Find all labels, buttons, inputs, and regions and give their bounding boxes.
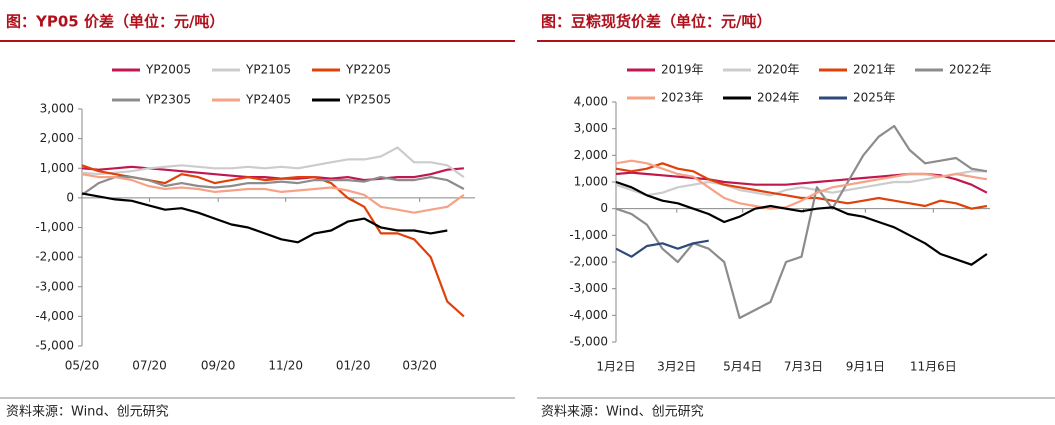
legend-label: YP2505 <box>345 93 391 107</box>
y-tick-label: 0 <box>66 190 74 204</box>
legend-label: 2025年 <box>853 91 896 105</box>
y-tick-label: -2,000 <box>35 250 74 264</box>
legend-label: 2019年 <box>661 63 704 77</box>
y-tick-label: 3,000 <box>40 102 74 116</box>
series-line <box>81 176 465 196</box>
x-tick-label: 1月2日 <box>596 360 635 374</box>
y-tick-label: -2,000 <box>569 255 608 269</box>
legend-label: 2023年 <box>661 91 704 105</box>
legend-label: YP2305 <box>145 93 191 107</box>
series-line <box>615 170 987 197</box>
series-line <box>615 159 988 210</box>
y-tick-label: -1,000 <box>569 228 608 242</box>
y-tick-label: 4,000 <box>574 95 608 109</box>
x-tick-label: 09/20 <box>201 359 236 373</box>
y-tick-label: -4,000 <box>35 309 74 323</box>
series-line <box>81 146 465 178</box>
chart-title: 图：YP05 价差（单位：元/吨） <box>6 13 224 31</box>
y-tick-label: 1,000 <box>574 175 608 189</box>
series-line <box>81 164 465 318</box>
series-line <box>615 180 988 266</box>
x-tick-label: 5月4日 <box>723 360 762 374</box>
legend-label: YP2005 <box>145 63 191 77</box>
y-tick-label: -3,000 <box>569 281 608 295</box>
y-tick-label: -1,000 <box>35 220 74 234</box>
y-tick-label: -3,000 <box>35 279 74 293</box>
series-line <box>615 239 709 258</box>
legend-label: 2020年 <box>757 63 800 77</box>
x-tick-label: 01/20 <box>336 359 371 373</box>
x-tick-label: 03/20 <box>402 359 437 373</box>
series-line <box>81 173 465 214</box>
chart-title: 图：豆粽现货价差（单位：元/吨） <box>541 13 771 31</box>
source: 资料来源：Wind、创元研究 <box>6 405 169 420</box>
legend-label: YP2205 <box>345 63 391 77</box>
y-tick-label: -5,000 <box>35 339 74 353</box>
x-tick-label: 11/20 <box>268 359 303 373</box>
source: 资料来源：Wind、创元研究 <box>541 405 704 420</box>
y-tick-label: -4,000 <box>569 308 608 322</box>
x-tick-label: 05/20 <box>65 359 100 373</box>
x-tick-label: 3月2日 <box>657 360 696 374</box>
y-tick-label: -5,000 <box>569 335 608 349</box>
x-tick-label: 07/20 <box>132 359 167 373</box>
y-tick-label: 0 <box>600 201 608 215</box>
series-line <box>81 192 448 244</box>
y-tick-label: 1,000 <box>40 161 74 175</box>
series-line <box>615 124 988 320</box>
x-tick-label: 7月3日 <box>784 360 823 374</box>
legend-label: 2021年 <box>853 63 896 77</box>
series-line <box>615 162 988 210</box>
legend-label: 2022年 <box>949 63 992 77</box>
x-tick-label: 9月1日 <box>846 360 885 374</box>
x-tick-label: 11月6日 <box>910 360 957 374</box>
y-tick-label: 2,000 <box>40 131 74 145</box>
legend-label: YP2105 <box>245 63 291 77</box>
y-tick-label: 2,000 <box>574 148 608 162</box>
y-tick-label: 3,000 <box>574 121 608 135</box>
legend-label: 2024年 <box>757 91 800 105</box>
legend-label: YP2405 <box>245 93 291 107</box>
